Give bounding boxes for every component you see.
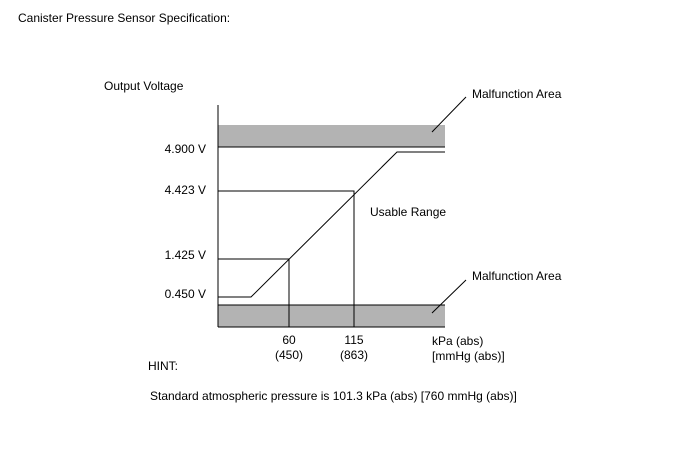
y-label: 4.900 V: [165, 142, 206, 156]
y-axis-label: Output Voltage: [104, 79, 184, 93]
area-label: Usable Range: [370, 205, 446, 219]
x-label: 60: [282, 333, 296, 347]
leader-line: [431, 96, 467, 133]
hint-text: Standard atmospheric pressure is 101.3 k…: [150, 389, 517, 403]
reference-line: [218, 190, 355, 327]
lower-malfunction-band: [218, 305, 445, 327]
x-label: (450): [275, 348, 303, 362]
area-label: Malfunction Area: [472, 269, 562, 283]
y-label: 4.423 V: [165, 183, 206, 197]
upper-malfunction-band: [218, 125, 445, 147]
x-label: 115: [344, 333, 363, 347]
title: Canister Pressure Sensor Specification:: [18, 11, 230, 25]
x-label: (863): [340, 348, 368, 362]
area-label: Malfunction Area: [472, 87, 562, 101]
x-unit: [mmHg (abs)]: [432, 349, 505, 363]
x-unit: kPa (abs): [432, 334, 483, 348]
output-curve: [218, 151, 445, 298]
leader-line: [431, 279, 467, 314]
hint-label: HINT:: [148, 359, 178, 373]
y-label: 0.450 V: [165, 287, 206, 301]
y-label: 1.425 V: [165, 248, 206, 262]
